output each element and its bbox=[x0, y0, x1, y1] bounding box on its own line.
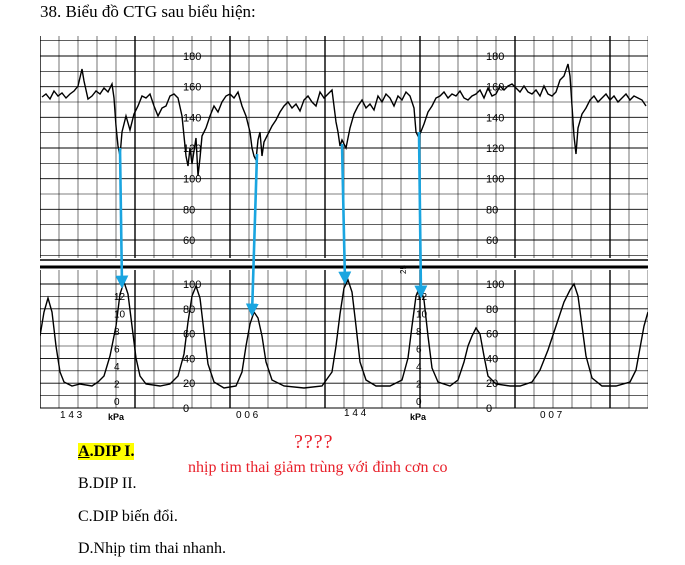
fhr-scale-label: 160 bbox=[183, 82, 201, 94]
option-c[interactable]: C.DIP biến đổi. bbox=[78, 508, 178, 525]
kpa-scale-label: 4 bbox=[416, 362, 422, 373]
fhr-trace bbox=[41, 63, 647, 177]
uc-scale-label: 40 bbox=[183, 353, 195, 365]
fhr-scale-right: 180 160 140 120 100 80 60 bbox=[486, 51, 504, 247]
paper-mark-left: 1 4 3 bbox=[60, 410, 83, 421]
kpa-scale-label: 0 bbox=[114, 397, 120, 408]
kpa-scale-label: 8 bbox=[416, 327, 422, 338]
option-b[interactable]: B.DIP II. bbox=[78, 475, 137, 492]
fhr-grid bbox=[40, 36, 648, 258]
kpa-scale-label: 0 bbox=[416, 397, 422, 408]
uc-trace bbox=[40, 278, 648, 389]
fhr-scale-label: 60 bbox=[183, 235, 195, 247]
uc-scale-label: 80 bbox=[183, 304, 195, 316]
fhr-scale-label: 80 bbox=[486, 204, 498, 216]
question-marks: ???? bbox=[294, 431, 334, 453]
paper-mark-center: 1 4 4 bbox=[344, 408, 367, 419]
uc-scale-label: 20 bbox=[486, 378, 498, 390]
kpa-unit: kPa bbox=[410, 412, 427, 422]
uc-scale-label: 80 bbox=[486, 304, 498, 316]
kpa-scale-label: 4 bbox=[114, 362, 120, 373]
paper-mark-right: 0 0 7 bbox=[540, 410, 563, 421]
annotation-note: nhịp tim thai giảm trùng với đỉnh cơn co bbox=[188, 459, 448, 476]
fhr-scale-label: 180 bbox=[486, 51, 504, 63]
fhr-scale-label: 100 bbox=[486, 174, 504, 186]
kpa-scale-label: 6 bbox=[114, 345, 120, 356]
arrow-4 bbox=[414, 131, 428, 299]
uc-scale-label: 60 bbox=[486, 329, 498, 341]
uc-scale-label: 100 bbox=[486, 279, 504, 291]
fhr-scale-label: 60 bbox=[486, 235, 498, 247]
fhr-scale-label: 80 bbox=[183, 204, 195, 216]
option-d[interactable]: D.Nhịp tim thai nhanh. bbox=[78, 540, 226, 557]
fhr-scale-label: 180 bbox=[183, 51, 201, 63]
kpa-scale-label: 6 bbox=[416, 345, 422, 356]
uc-scale-right: 100 80 60 40 20 0 bbox=[486, 279, 504, 415]
uc-scale-label: 20 bbox=[183, 378, 195, 390]
kpa-unit: kPa bbox=[108, 412, 125, 422]
kpa-scale-label: 8 bbox=[114, 327, 120, 338]
kpa-scale-label: 2 bbox=[416, 380, 422, 391]
fhr-scale-label: 140 bbox=[183, 112, 201, 124]
arrow-3 bbox=[338, 143, 352, 285]
fhr-scale-label: 140 bbox=[486, 112, 504, 124]
question-title: 38. Biểu đồ CTG sau biểu hiện: bbox=[40, 2, 256, 21]
uc-scale-label: 0 bbox=[486, 403, 492, 415]
decel-to-peak-arrows bbox=[115, 131, 428, 317]
option-a-text: .DIP I. bbox=[89, 443, 135, 460]
arrow-2 bbox=[245, 153, 259, 317]
paper-speed-mark: 25 bbox=[399, 265, 408, 274]
paper-mark-mid: 0 0 6 bbox=[236, 410, 259, 421]
uc-grid bbox=[40, 270, 648, 409]
uc-scale-label: 0 bbox=[183, 403, 189, 415]
uc-scale-label: 100 bbox=[183, 279, 201, 291]
option-a-letter: A bbox=[78, 443, 90, 460]
kpa-scale-label: 10 bbox=[416, 310, 428, 321]
kpa-scale-label: 2 bbox=[114, 380, 120, 391]
option-a[interactable]: A.DIP I. bbox=[78, 442, 135, 462]
fhr-scale-label: 120 bbox=[486, 143, 504, 155]
fhr-scale-label: 160 bbox=[486, 82, 504, 94]
kpa-scale-label: 10 bbox=[114, 310, 126, 321]
arrow-1 bbox=[115, 147, 129, 289]
fhr-scale-label: 100 bbox=[183, 174, 201, 186]
uc-scale-label: 60 bbox=[183, 329, 195, 341]
uc-scale-label: 40 bbox=[486, 353, 498, 365]
